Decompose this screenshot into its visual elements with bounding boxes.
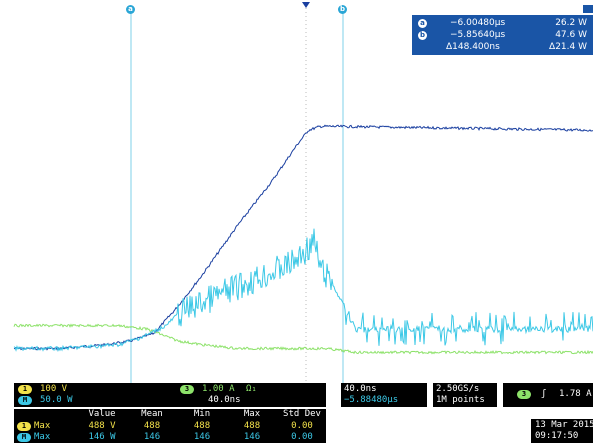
cursor-b-marker[interactable]: b [338,5,347,14]
cursor-delta-value: Δ21.4 W [549,42,587,52]
cursor-a-marker[interactable]: a [126,5,135,14]
measure-row-1-badge: 1 [17,422,31,431]
measure-header-max: Max [243,409,261,419]
measure-row-1-name: Max [34,421,51,431]
trigger-source-badge: 3 [517,390,531,399]
measure-row-1-std: 0.00 [291,421,313,431]
cursor-delta-time: Δ148.400ns [446,42,500,52]
readout-menu-icon[interactable] [583,5,593,13]
channel-scale-panel[interactable]: 1 100 V 3 1.00 A Ω₁ M 50.0 W 40.0ns [14,383,326,407]
measure-row-2-min: 146 [193,432,211,442]
cursor-a-time: −6.00480µs [450,18,506,28]
measure-header-value: Value [88,409,116,419]
measure-header-mean: Mean [141,409,163,419]
measurement-table: Value Mean Min Max Std Dev 1 Max 488 V 4… [14,409,326,443]
math-power-trace [13,228,593,353]
measure-header-stddev: Std Dev [283,409,321,419]
measure-row-1-value: 488 V [88,421,116,431]
record-length: 1M points [436,395,485,405]
channel-3-badge: 3 [180,385,194,394]
measure-row-2-value: 146 W [88,432,116,442]
math-badge: M [18,396,32,405]
bottom-status-panel: 1 100 V 3 1.00 A Ω₁ M 50.0 W 40.0ns 40.0… [0,383,593,443]
measure-row-2-name: Max [34,432,51,442]
timebase-panel[interactable]: 40.0ns −5.88480µs [341,383,427,407]
channel-1-badge: 1 [18,385,32,394]
waveform-plot [13,8,593,383]
measure-row-2-badge: M [17,433,31,442]
trigger-slope-icon: ʃ [541,389,547,399]
measure-row-2-std: 0.00 [291,432,313,442]
math-timescale: 40.0ns [208,395,241,405]
measure-header-min: Min [193,409,211,419]
timebase-position: −5.88480µs [344,395,399,405]
timebase-scale: 40.0ns [344,384,377,394]
cursor-readout: a −6.00480µs 26.2 W b −5.85640µs 47.6 W … [412,5,593,55]
measure-row-1-min: 488 [193,421,211,431]
measure-row-1-max: 488 [243,421,261,431]
cursor-a-icon: a [418,19,427,28]
acquisition-panel[interactable]: 2.50GS/s 1M points [433,383,497,407]
cursor-b-icon: b [418,31,427,40]
trigger-level: 1.78 A [559,389,592,399]
cursor-a-value: 26.2 W [555,18,587,28]
datetime-panel: 13 Mar 2015 09:17:50 [531,419,593,443]
channel-1-scale: 100 V [40,384,68,394]
measure-row-1-mean: 488 [143,421,161,431]
channel-3-current-trace [13,323,593,355]
math-scale: 50.0 W [40,395,73,405]
channel-3-coupling: Ω₁ [246,384,257,394]
measure-row-2-max: 146 [243,432,261,442]
sample-rate: 2.50GS/s [436,384,480,394]
cursor-b-value: 47.6 W [555,30,587,40]
measure-row-2-mean: 146 [143,432,161,442]
channel-3-scale: 1.00 A [202,384,235,394]
date-display: 13 Mar 2015 [535,420,593,430]
time-display: 09:17:50 [535,431,579,441]
channel-1-voltage-trace [13,124,593,351]
trigger-position-marker [302,2,310,8]
cursor-b-time: −5.85640µs [450,30,506,40]
trigger-panel[interactable]: 3 ʃ 1.78 A [503,383,593,407]
